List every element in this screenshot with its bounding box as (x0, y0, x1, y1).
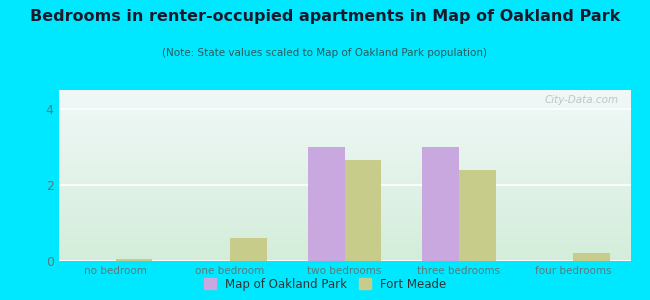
Bar (308, 147, 344, 261)
Text: City-Data.com: City-Data.com (545, 95, 619, 105)
Bar (344, 160, 381, 261)
Bar (116, 259, 152, 261)
Bar (230, 238, 266, 261)
Text: Bedrooms in renter-occupied apartments in Map of Oakland Park: Bedrooms in renter-occupied apartments i… (30, 9, 620, 24)
Text: (Note: State values scaled to Map of Oakland Park population): (Note: State values scaled to Map of Oak… (162, 48, 488, 58)
Legend: Map of Oakland Park, Fort Meade: Map of Oakland Park, Fort Meade (200, 274, 450, 294)
Bar (422, 147, 459, 261)
Bar (459, 170, 495, 261)
Bar (573, 254, 610, 261)
